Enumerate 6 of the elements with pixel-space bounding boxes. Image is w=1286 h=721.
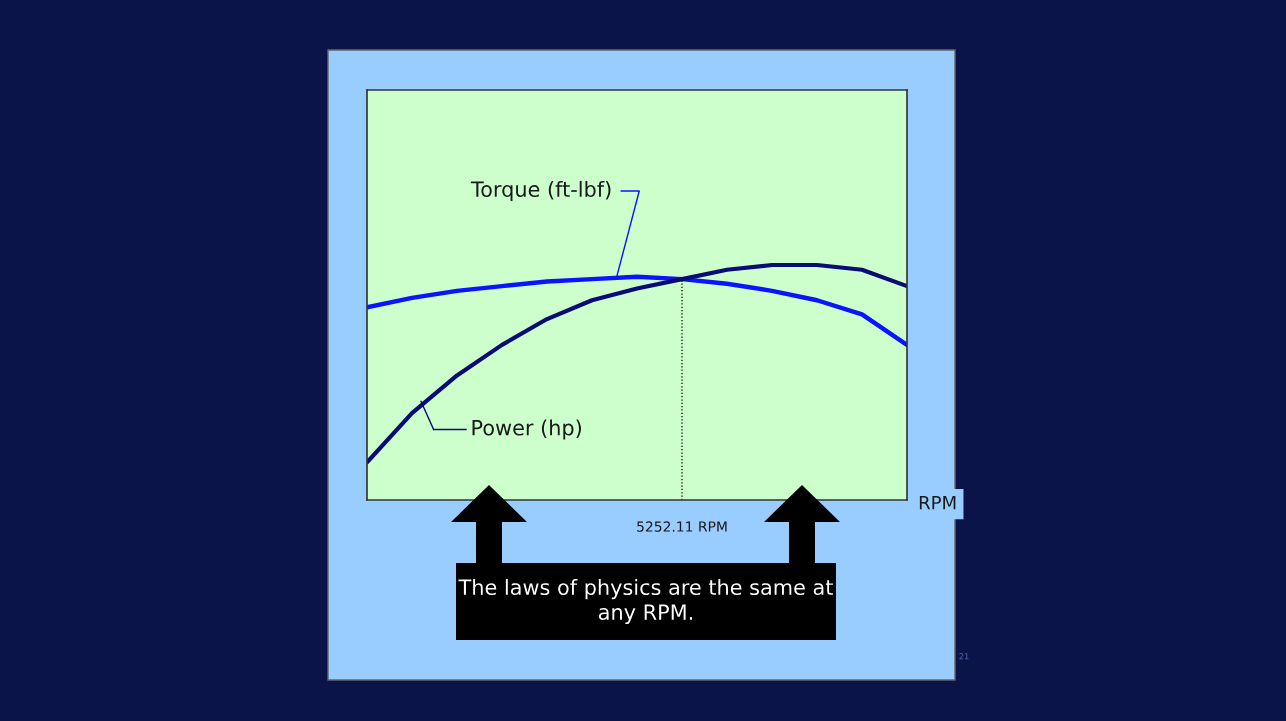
text: 5252.11 RPM [637,521,727,532]
legend-label: Power (hp) [472,419,581,440]
x-axis-title: RPM [919,495,956,510]
text: 21 [959,653,969,660]
text: Torque (ft-lbf) [470,180,611,202]
text: The laws of physics are the same at any RPM. [458,578,833,625]
